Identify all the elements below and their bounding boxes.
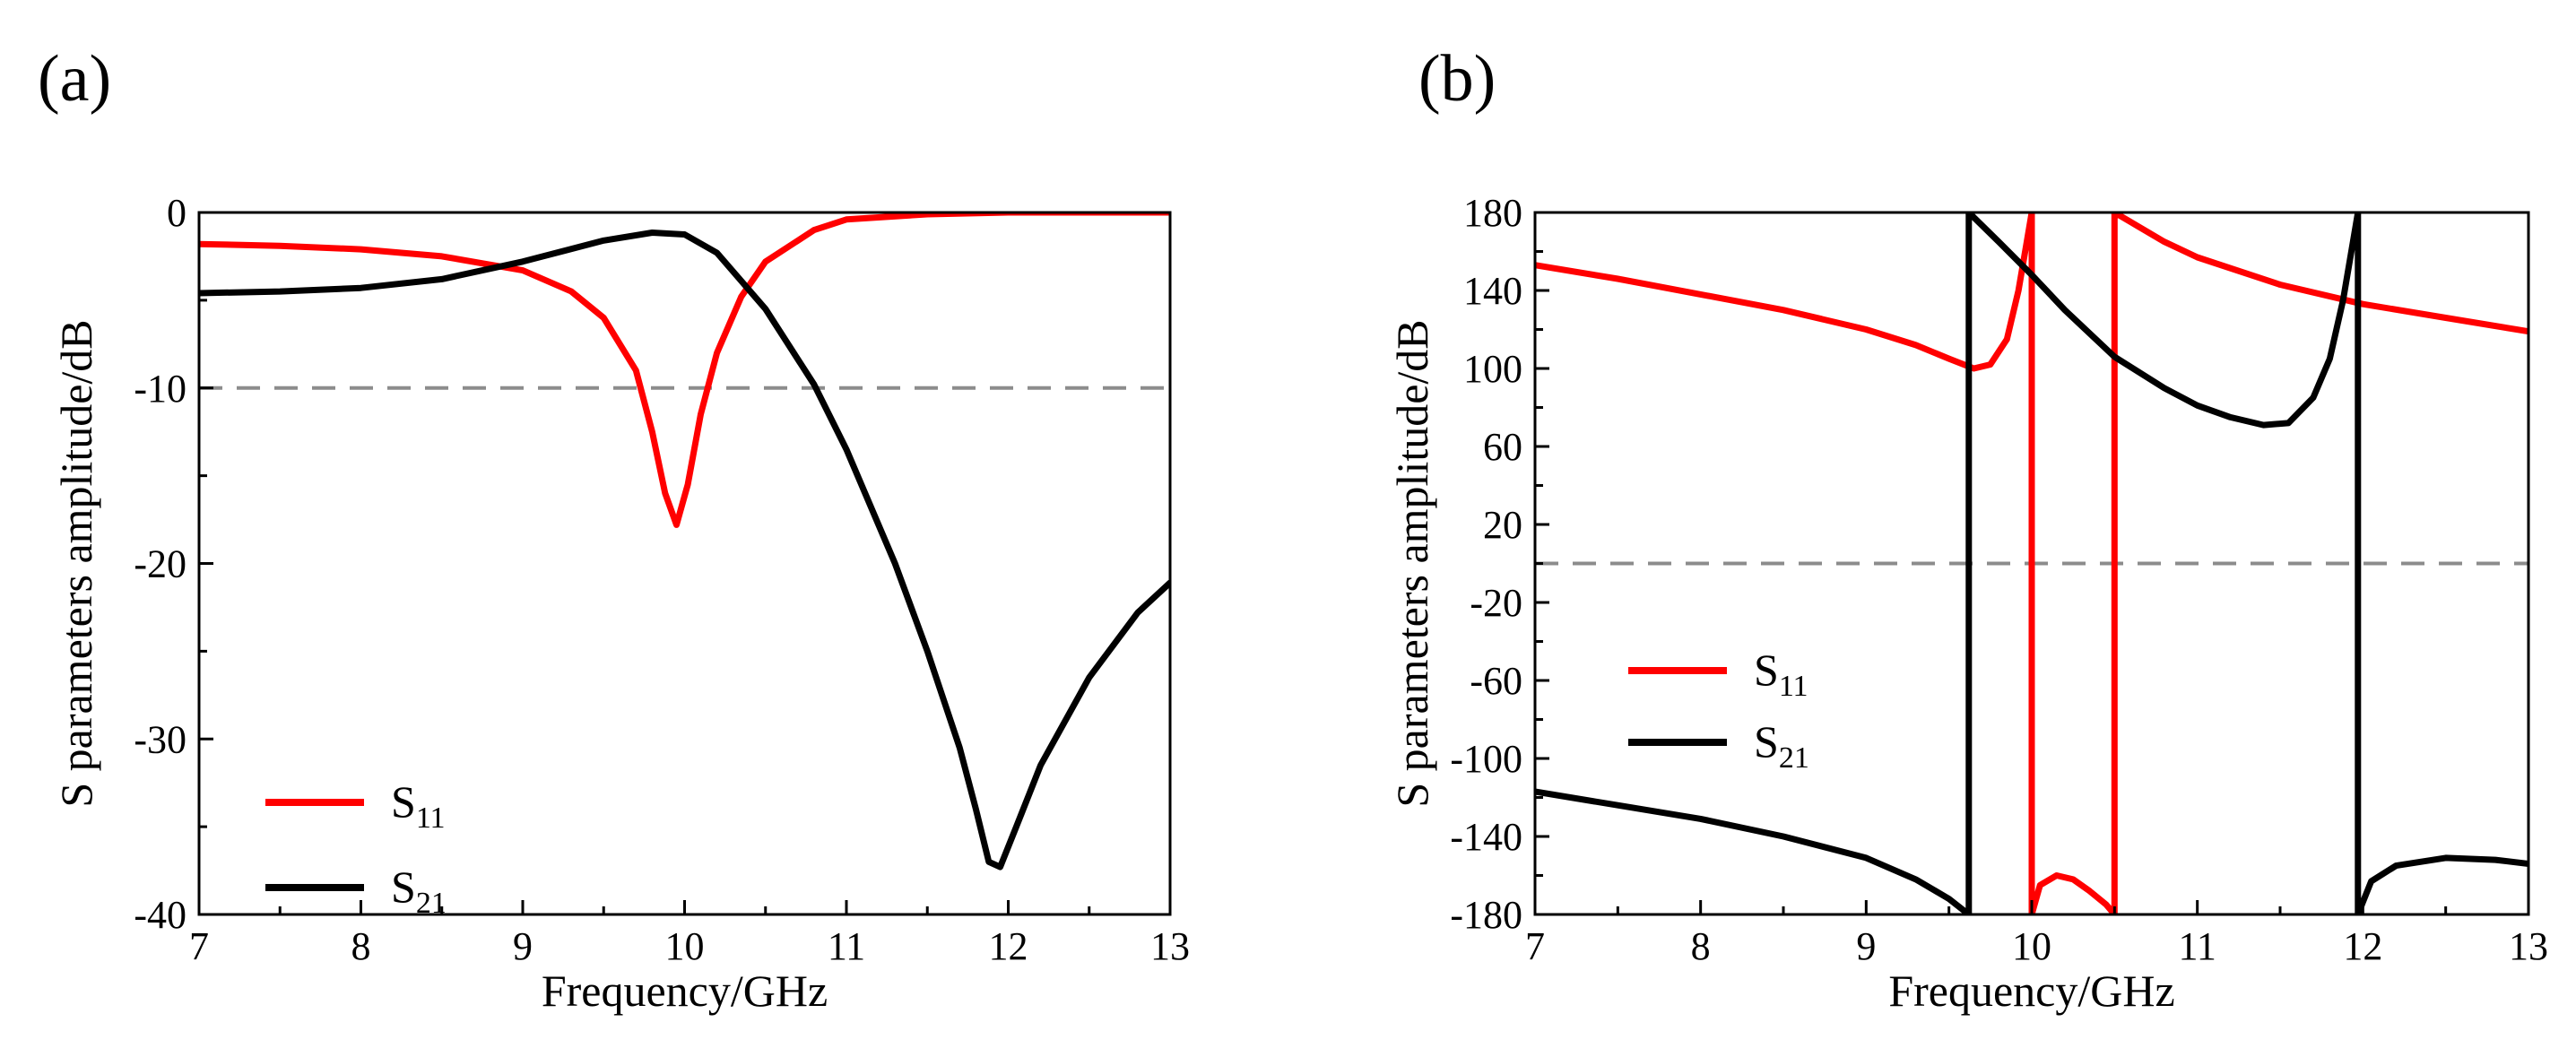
y-tick-label: 140 (1463, 269, 1522, 313)
x-tick-label: 9 (1856, 924, 1876, 968)
y-tick-label: -30 (134, 717, 186, 761)
x-axis-title: Frequency/GHz (542, 966, 828, 1016)
x-axis-title: Frequency/GHz (1888, 966, 2174, 1016)
x-tick-label: 12 (2343, 924, 2382, 968)
series-line-s11 (199, 212, 1170, 528)
legend-label-s11: S11 (1754, 645, 1808, 703)
y-tick-label: -60 (1470, 659, 1522, 703)
x-tick-label: 10 (665, 924, 705, 968)
y-axis-title: S parameters amplitude/dB (51, 319, 101, 807)
y-tick-label: -10 (134, 367, 186, 411)
x-tick-label: 9 (513, 924, 533, 968)
x-tick-label: 13 (2509, 924, 2548, 968)
legend-label-s21: S21 (391, 862, 447, 920)
series-line-s21 (199, 230, 1170, 871)
chart-panel-b: (b) 7 8 9 10 11 12 13 -180 -140 -100 -60 -20 20 60 100 1… (1387, 42, 2548, 1016)
x-tick-label: 11 (828, 924, 865, 968)
y-tick-label: 60 (1483, 425, 1522, 469)
legend-label-s21: S21 (1754, 716, 1809, 775)
x-tick-label: 7 (1525, 924, 1545, 968)
x-tick-label: 10 (2012, 924, 2051, 968)
y-tick-label: -20 (1470, 581, 1522, 625)
y-tick-label: -40 (134, 893, 186, 937)
y-tick-label: 20 (1483, 503, 1522, 547)
chart-panel-a: (a) 7 8 9 10 11 12 13 -40 -30 -20 -10 0 Frequency/GHz… (38, 42, 1190, 1016)
x-tick-label: 13 (1150, 924, 1190, 968)
series-line-s11 (1535, 212, 2528, 914)
y-axis-title: S parameters amplitude/dB (1387, 319, 1437, 807)
y-tick-label: 180 (1463, 191, 1522, 235)
x-tick-label: 8 (1691, 924, 1711, 968)
x-tick-label: 12 (989, 924, 1028, 968)
y-tick-label: -20 (134, 542, 186, 586)
x-tick-label: 11 (2178, 924, 2216, 968)
y-tick-label: 0 (167, 191, 186, 235)
x-tick-label: 8 (351, 924, 371, 968)
x-tick-label: 7 (189, 924, 209, 968)
legend-label-s11: S11 (391, 776, 446, 835)
y-tick-label: 100 (1463, 347, 1522, 391)
y-tick-label: -140 (1450, 815, 1522, 859)
y-tick-label: -180 (1450, 893, 1522, 937)
panel-label: (a) (38, 42, 111, 116)
panel-label: (b) (1418, 42, 1496, 116)
y-tick-label: -100 (1450, 737, 1522, 781)
